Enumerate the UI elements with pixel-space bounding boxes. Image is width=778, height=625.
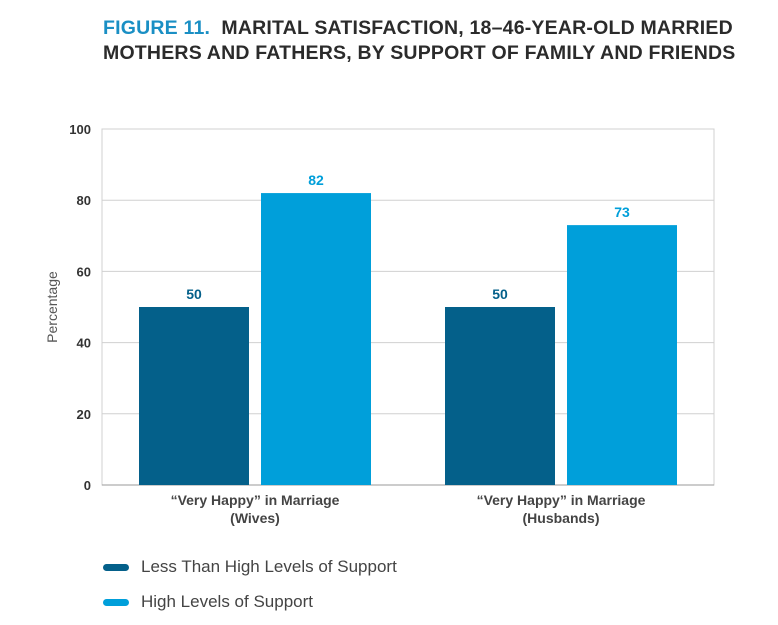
- legend-item-high-support: High Levels of Support: [103, 590, 397, 614]
- title-text: MARITAL SATISFACTION, 18–46-YEAR-OLD MAR…: [103, 17, 736, 64]
- y-tick-label-0: 0: [84, 478, 91, 493]
- bar-chart: 0 20 40 60 80 100 Percentage 50 82 “Very Happy” i…: [44, 122, 715, 526]
- chart-title: FIGURE 11. MARITAL SATISFACTION, 18–46-Y…: [103, 16, 743, 66]
- y-tick-label-100: 100: [69, 122, 91, 137]
- y-tick-label-60: 60: [77, 264, 91, 279]
- legend-label-high-support: High Levels of Support: [141, 592, 313, 611]
- legend: Less Than High Levels of Support High Le…: [103, 555, 397, 625]
- legend-label-low-support: Less Than High Levels of Support: [141, 557, 397, 576]
- legend-swatch-high-support: [103, 598, 129, 606]
- category-label-1-line2: (Husbands): [523, 510, 600, 526]
- bar-low-support-0: [139, 307, 249, 485]
- legend-swatch-low-support: [103, 563, 129, 571]
- y-tick-label-40: 40: [77, 336, 91, 351]
- data-label-low-1: 50: [492, 286, 508, 302]
- category-label-0-line1: “Very Happy” in Marriage: [171, 492, 340, 508]
- figure-label: FIGURE 11.: [103, 17, 211, 39]
- data-label-high-1: 73: [614, 204, 630, 220]
- y-axis-title: Percentage: [44, 271, 60, 343]
- category-label-1-line1: “Very Happy” in Marriage: [477, 492, 646, 508]
- data-label-high-0: 82: [308, 172, 324, 188]
- legend-item-low-support: Less Than High Levels of Support: [103, 555, 397, 579]
- bar-high-support-1: [567, 225, 677, 485]
- category-label-0-line2: (Wives): [230, 510, 280, 526]
- y-tick-label-80: 80: [77, 193, 91, 208]
- bar-low-support-1: [445, 307, 555, 485]
- y-tick-label-20: 20: [77, 407, 91, 422]
- bar-high-support-0: [261, 193, 371, 485]
- data-label-low-0: 50: [186, 286, 202, 302]
